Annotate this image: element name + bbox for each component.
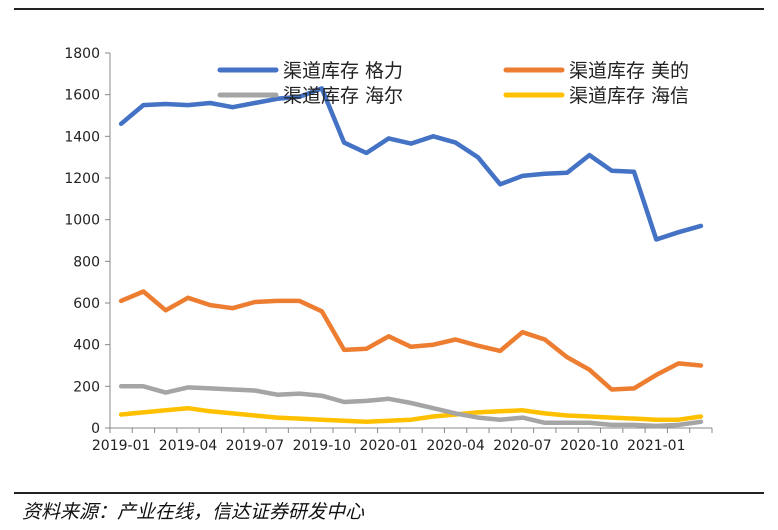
x-axis-ticks: 2019-01 2019-04 2019-07 2019-10 2020-01 2020-… bbox=[92, 428, 713, 454]
legend-label-3: 渠道库存 海信 bbox=[569, 85, 689, 107]
chart-axes bbox=[109, 53, 712, 429]
series-line-3 bbox=[118, 405, 704, 425]
x-tick-label: 2019-10 bbox=[293, 438, 352, 454]
x-tick-label: 2020-07 bbox=[493, 438, 552, 454]
bottom-rule bbox=[14, 492, 764, 494]
y-tick-label: 1600 bbox=[64, 88, 100, 104]
x-tick-label: 2019-07 bbox=[226, 438, 285, 454]
x-tick-label: 2020-10 bbox=[560, 438, 619, 454]
top-rule bbox=[14, 8, 764, 10]
x-tick-label: 2020-04 bbox=[426, 438, 485, 454]
y-tick-label: 400 bbox=[73, 338, 100, 354]
series-line-2 bbox=[118, 384, 704, 429]
x-tick-label: 2021-01 bbox=[627, 438, 686, 454]
y-tick-label: 200 bbox=[73, 379, 100, 395]
legend-label-1: 渠道库存 美的 bbox=[569, 60, 689, 82]
y-tick-label: 1400 bbox=[64, 129, 100, 145]
y-tick-label: 0 bbox=[91, 421, 100, 437]
y-axis-ticks: 0 200 400 600 800 1000 1200 1400 1600 1800 bbox=[64, 46, 110, 437]
source-note: 资料来源：产业在线，信达证券研发中心 bbox=[22, 501, 365, 523]
y-tick-label: 1000 bbox=[64, 213, 100, 229]
y-tick-label: 600 bbox=[73, 296, 100, 312]
series-line-1 bbox=[118, 289, 704, 392]
legend-label-2: 渠道库存 海尔 bbox=[283, 85, 403, 107]
series-lines bbox=[118, 86, 704, 429]
y-tick-label: 800 bbox=[73, 254, 100, 270]
legend-label-0: 渠道库存 格力 bbox=[283, 60, 403, 82]
series-line-0 bbox=[118, 86, 704, 242]
x-tick-label: 2019-01 bbox=[92, 438, 151, 454]
y-tick-label: 1200 bbox=[64, 171, 100, 187]
x-tick-label: 2020-01 bbox=[359, 438, 418, 454]
x-tick-label: 2019-04 bbox=[159, 438, 218, 454]
y-tick-label: 1800 bbox=[64, 46, 100, 62]
line-chart: 0 200 400 600 800 1000 1200 1400 1600 1800 2019-0… bbox=[64, 46, 713, 454]
